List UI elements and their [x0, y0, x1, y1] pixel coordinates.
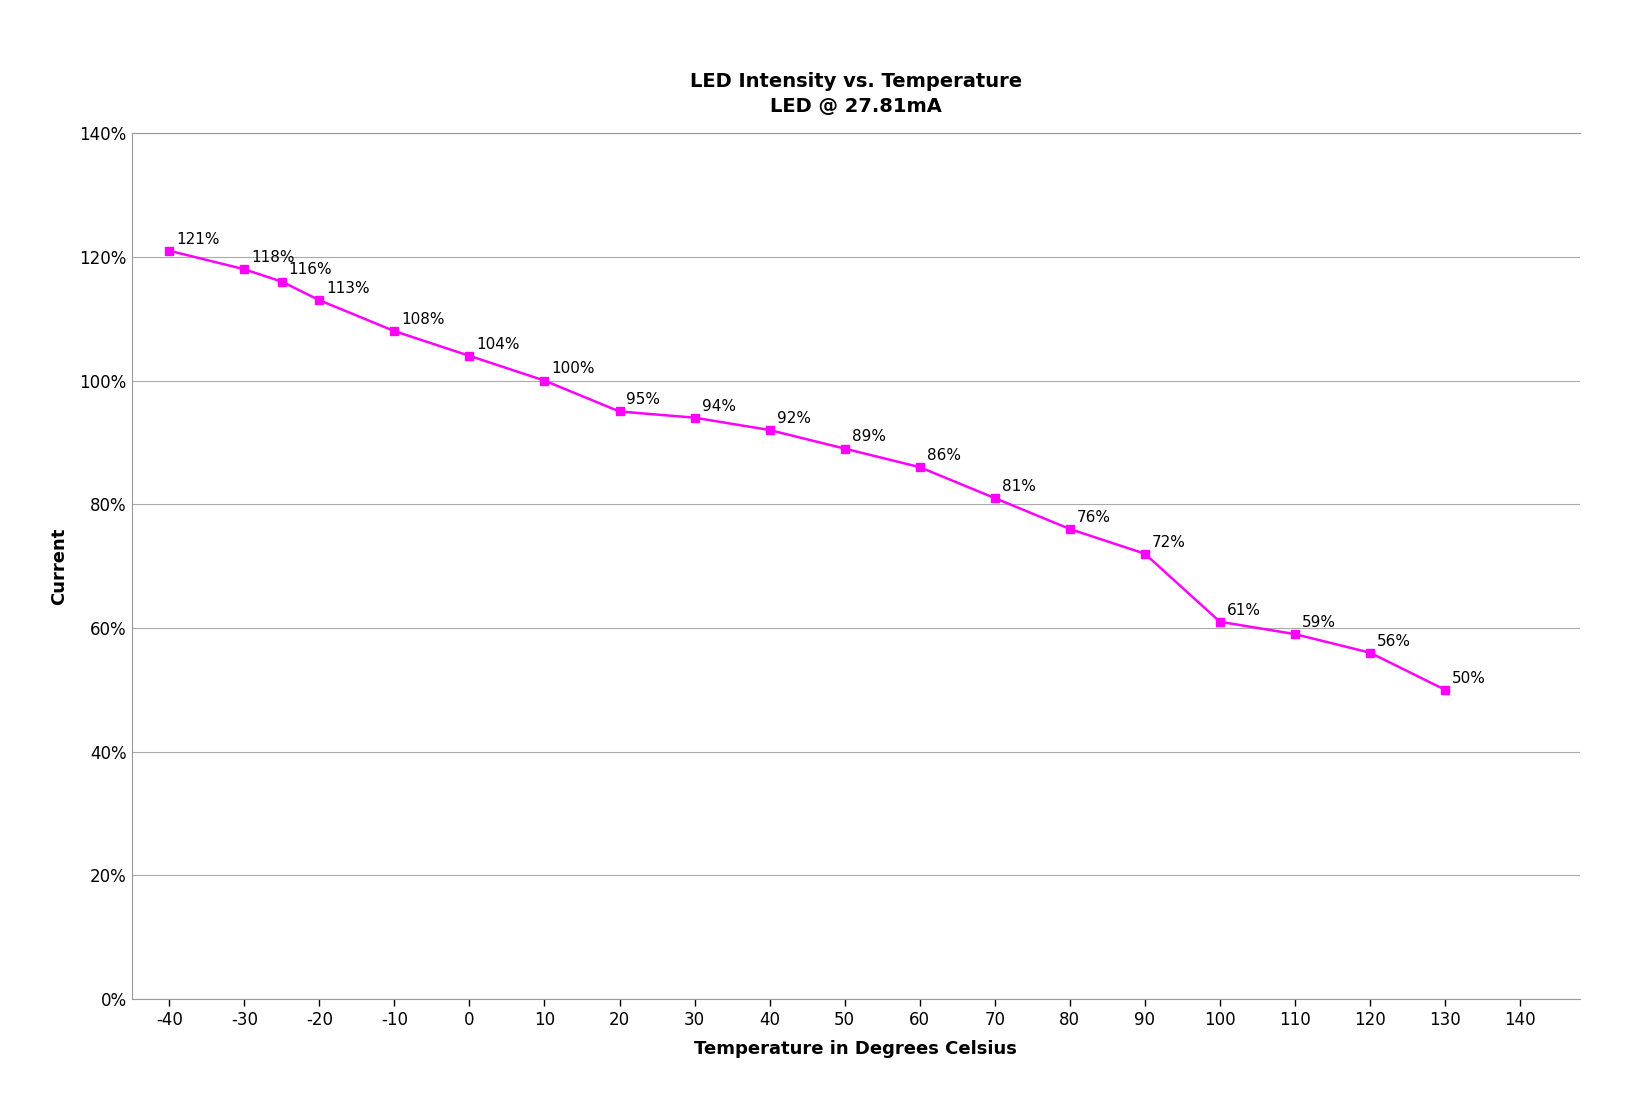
Text: 118%: 118%	[252, 250, 295, 265]
Text: 72%: 72%	[1152, 535, 1185, 549]
Text: 116%: 116%	[288, 262, 332, 278]
Text: 95%: 95%	[627, 392, 660, 407]
Text: 56%: 56%	[1378, 634, 1411, 648]
Title: LED Intensity vs. Temperature
LED @ 27.81mA: LED Intensity vs. Temperature LED @ 27.8…	[690, 72, 1022, 117]
Text: 113%: 113%	[326, 281, 370, 296]
Text: 92%: 92%	[777, 411, 810, 426]
Text: 76%: 76%	[1076, 509, 1111, 525]
Text: 86%: 86%	[927, 448, 961, 463]
Text: 50%: 50%	[1452, 670, 1486, 686]
Text: 121%: 121%	[176, 232, 219, 246]
Text: 59%: 59%	[1302, 615, 1337, 630]
Text: 89%: 89%	[851, 430, 886, 444]
Y-axis label: Current: Current	[51, 527, 69, 605]
Text: 94%: 94%	[701, 398, 736, 414]
Text: 61%: 61%	[1226, 603, 1261, 617]
Text: 100%: 100%	[551, 362, 594, 376]
Text: 104%: 104%	[476, 336, 520, 352]
Text: 108%: 108%	[402, 312, 444, 327]
X-axis label: Temperature in Degrees Celsius: Temperature in Degrees Celsius	[695, 1040, 1017, 1058]
Text: 81%: 81%	[1002, 478, 1035, 494]
